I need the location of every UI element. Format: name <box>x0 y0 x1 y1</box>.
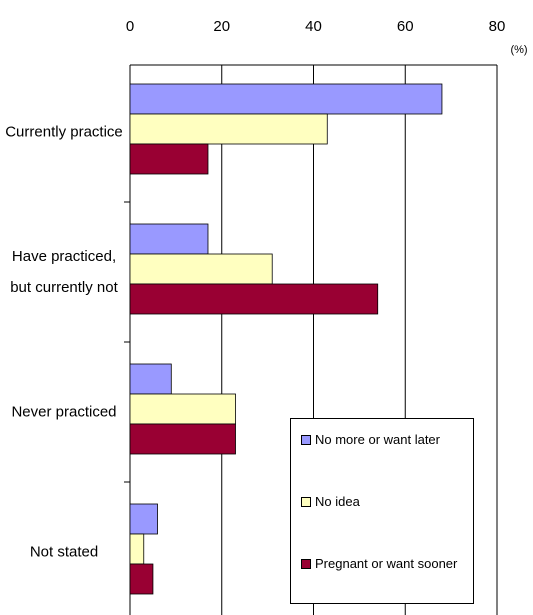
bar <box>129 363 172 395</box>
bar <box>129 113 328 145</box>
y-tick-label: Currently practice <box>5 123 123 141</box>
legend-swatch <box>301 435 311 445</box>
x-tick-label: 80 <box>489 18 506 35</box>
y-tick-label: Not stated <box>29 543 99 561</box>
legend-item: Pregnant or want sooner <box>301 555 466 572</box>
x-tick-label: 40 <box>305 18 322 35</box>
y-tick-label: Never practiced <box>11 403 117 421</box>
bar <box>129 83 443 115</box>
bar <box>129 143 209 175</box>
bar <box>129 393 236 425</box>
legend-swatch <box>301 497 311 507</box>
legend-item: No idea <box>301 493 466 510</box>
bar <box>129 223 209 255</box>
x-tick-label: 0 <box>126 18 134 35</box>
x-tick-label: 20 <box>213 18 230 35</box>
legend-item: No more or want later <box>301 431 466 448</box>
legend-label: No idea <box>315 494 360 509</box>
unit-label: (%) <box>510 44 527 56</box>
bar <box>129 563 154 595</box>
bar <box>129 533 145 565</box>
bar <box>129 283 379 315</box>
bar <box>129 253 273 285</box>
legend: No more or want later No idea Pregnant or … <box>290 418 474 604</box>
y-tick-label: Have practiced, but currently not <box>10 248 118 296</box>
legend-label: No more or want later <box>315 432 440 447</box>
legend-swatch <box>301 559 311 569</box>
bar <box>129 503 158 535</box>
x-tick-label: 60 <box>397 18 414 35</box>
legend-label: Pregnant or want sooner <box>315 556 458 571</box>
bar <box>129 423 236 455</box>
